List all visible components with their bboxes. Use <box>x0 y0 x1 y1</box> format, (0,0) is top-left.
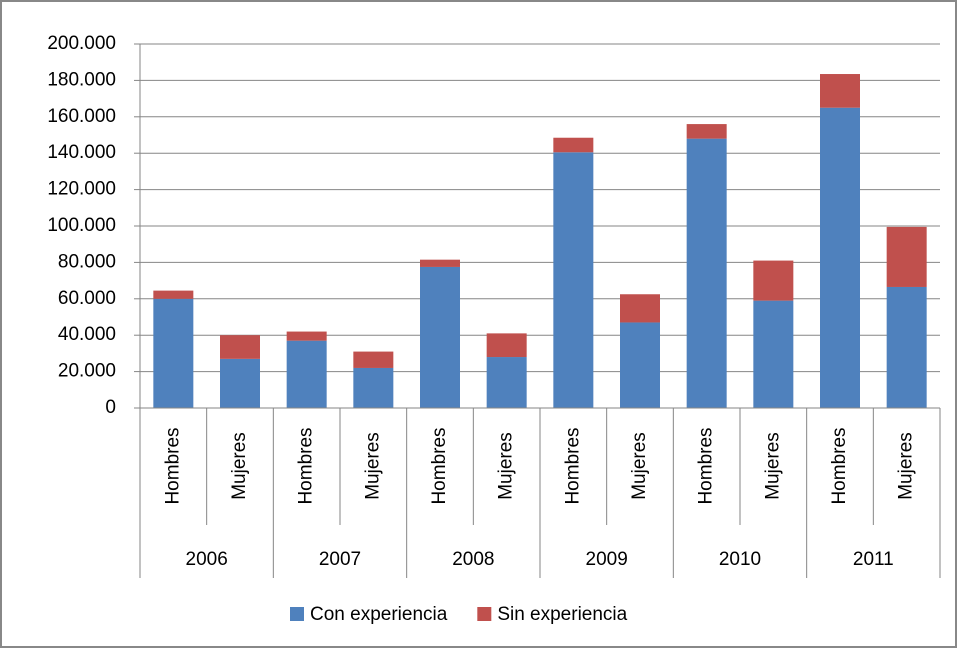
y-tick-label: 0 <box>105 397 116 418</box>
y-tick-label: 200.000 <box>47 33 116 54</box>
group-label: 2007 <box>319 549 361 570</box>
bar <box>686 124 727 139</box>
legend-label: Sin experiencia <box>497 604 627 625</box>
bar <box>420 266 460 408</box>
x-tick-label: Mujeres <box>762 432 783 500</box>
x-tick-label: Hombres <box>162 427 183 504</box>
group-label: 2006 <box>186 549 228 570</box>
y-tick-label: 160.000 <box>47 106 116 127</box>
bar <box>286 331 327 341</box>
bar <box>220 358 260 408</box>
bar <box>286 340 327 408</box>
y-tick-label: 60.000 <box>58 288 116 309</box>
y-tick-label: 120.000 <box>47 179 116 200</box>
bar <box>353 351 394 368</box>
y-tick-label: 100.000 <box>47 215 116 236</box>
x-tick-label: Hombres <box>296 427 317 504</box>
legend-swatch <box>290 607 304 621</box>
bar <box>753 260 794 301</box>
bar <box>753 300 794 408</box>
bar <box>553 137 594 153</box>
bar <box>486 357 527 408</box>
bar <box>886 286 927 408</box>
bar <box>886 226 927 287</box>
y-tick-label: 40.000 <box>58 324 116 345</box>
x-tick-label: Hombres <box>696 427 717 504</box>
x-tick-label: Mujeres <box>496 432 517 500</box>
group-label: 2009 <box>586 549 628 570</box>
bar <box>153 290 194 299</box>
x-tick-label: Mujeres <box>229 432 250 500</box>
bar <box>620 322 660 408</box>
bar <box>686 138 727 408</box>
legend-swatch <box>477 607 492 621</box>
bar <box>620 294 660 323</box>
y-tick-label: 180.000 <box>47 69 116 90</box>
bar <box>486 333 527 358</box>
y-tick-label: 80.000 <box>58 251 116 272</box>
group-label: 2010 <box>719 549 761 570</box>
bar <box>553 152 594 408</box>
x-tick-label: Hombres <box>429 427 450 504</box>
bar <box>353 367 394 408</box>
legend-label: Con experiencia <box>310 604 448 625</box>
x-tick-label: Hombres <box>562 427 583 504</box>
x-tick-label: Hombres <box>829 427 850 504</box>
bar <box>420 259 460 267</box>
bar <box>820 107 860 408</box>
bar <box>153 298 194 408</box>
group-label: 2008 <box>452 549 494 570</box>
bar <box>220 335 260 359</box>
group-label: 2011 <box>853 549 894 570</box>
x-tick-label: Mujeres <box>362 432 383 500</box>
y-tick-label: 140.000 <box>47 142 116 163</box>
bar <box>820 74 860 108</box>
y-tick-label: 20.000 <box>58 361 116 382</box>
x-tick-label: Mujeres <box>629 432 650 500</box>
x-tick-label: Mujeres <box>896 432 917 500</box>
